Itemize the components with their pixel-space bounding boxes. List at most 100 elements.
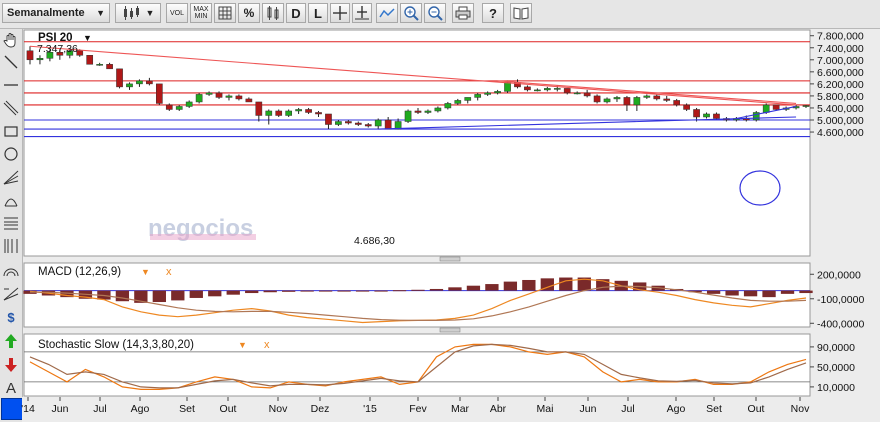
macd-histogram-bar [485,284,499,291]
fibonacci-tool[interactable] [2,214,20,232]
macd-histogram-bar [171,290,185,301]
circle-icon [3,146,19,162]
speed-lines-icon [3,286,19,302]
candle-up [752,112,760,121]
min-label: MIN [194,13,208,20]
high-annotation: 7.347,36 [37,43,78,55]
candle-up [504,82,511,92]
x-tick-label: Jul [621,403,634,415]
horizontal-line-tool[interactable] [2,76,20,94]
print-button[interactable] [452,3,474,23]
candle-down [245,98,253,103]
candle-up [136,80,143,85]
candle-down [623,97,631,106]
candle-down [345,121,352,124]
y-tick-label: 6.600,000 [817,67,864,79]
rectangle-tool[interactable] [2,122,20,140]
macd-y-tick-label: -400,0000 [817,318,864,330]
panel-splitter-2[interactable] [439,327,461,333]
fan-tool[interactable] [2,168,20,186]
candle-up [573,92,581,95]
zoom-in-button[interactable] [400,3,422,23]
candle-up [494,91,501,94]
stoch-d-line [29,343,807,389]
low-annotation: 4.686,30 [354,235,395,247]
grid-button[interactable] [214,3,236,23]
cursor-line-button[interactable] [352,3,372,23]
parallel-lines-icon [3,100,19,116]
gann-tool[interactable] [2,260,20,278]
zoom-out-button[interactable] [424,3,446,23]
x-tick-label: Set [179,403,195,415]
macd-y-tick-label: 200,0000 [817,269,861,281]
x-tick-label: Fev [409,403,427,415]
max-min-button[interactable]: MAX MIN [190,3,212,23]
panel-splitter-1[interactable] [439,256,461,262]
arrow-down-icon [3,357,19,373]
macd-histogram-bar [282,290,296,292]
macd-histogram-bar [411,289,425,291]
channel-tool[interactable] [2,99,20,117]
trendline-tool[interactable] [2,53,20,71]
fan-icon [3,169,19,185]
candle-down [26,50,34,61]
stoch-y-tick-label: 90,0000 [817,342,855,354]
stoch-y-tick-label: 50,0000 [817,362,855,374]
macd-histogram-bar [189,290,203,298]
candle-up [66,50,74,56]
crosshair-button[interactable] [330,3,350,23]
compare-button[interactable] [262,3,284,23]
candle-up [185,101,193,107]
candle-up [285,110,293,116]
arc-tool[interactable] [2,191,20,209]
fibonacci-time-tool[interactable] [2,237,20,255]
arc-icon [3,192,19,208]
pan-tool[interactable] [2,31,20,49]
macd-histogram-bar [780,290,795,294]
macd-histogram-bar [448,287,462,291]
log-button[interactable]: L [308,3,328,23]
macd-title-group[interactable]: MACD (12,26,9) ▼ x [38,266,172,278]
resistance-trend-line [29,45,797,106]
buy-signal-tool[interactable] [2,332,20,350]
percent-button[interactable]: % [238,3,260,23]
macd-histogram-bar [374,290,388,292]
daily-button[interactable]: D [286,3,306,23]
y-tick-label: 5.400,000 [817,103,864,115]
candle-up [474,94,482,98]
macd-histogram-bar [503,281,518,291]
crosshair-icon [333,6,347,20]
sell-signal-tool[interactable] [2,356,20,374]
stoch-close-icon[interactable]: x [264,339,270,351]
regression-tool[interactable]: $ [2,308,20,326]
candle-up [444,103,452,109]
ellipse-tool[interactable] [2,145,20,163]
x-tick-label: '14 [21,403,35,415]
main-title-group[interactable]: PSI 20 ▼ [38,32,92,44]
title-dropdown-icon: ▼ [83,33,92,43]
macd-close-icon[interactable]: x [166,266,172,278]
speed-lines-tool[interactable] [2,285,20,303]
candle-down [563,88,571,94]
chart-type-select[interactable]: ▼ [115,3,161,23]
stoch-title-group[interactable]: Stochastic Slow (14,3,3,80,20) ▼ x [38,339,270,351]
macd-histogram-bar [743,290,758,297]
help-icon: ? [489,5,497,21]
candle-down [235,95,243,100]
macd-histogram-bar [688,290,702,293]
candle-down [56,52,64,56]
library-button[interactable] [510,3,532,23]
macd-histogram-bar [355,290,370,292]
support-trend-line [378,116,797,130]
draw-line-button[interactable] [376,3,398,23]
macd-histogram-bar [706,290,721,294]
candle-up [534,89,541,92]
period-select[interactable]: Semanalmente ▼ [2,3,110,23]
candle-up [225,95,233,98]
candle-down [325,113,332,125]
volume-button[interactable]: VOL [166,3,188,23]
text-tool[interactable]: A [2,379,20,397]
daily-label: D [291,5,301,21]
log-label: L [314,5,322,21]
help-button[interactable]: ? [482,3,504,23]
